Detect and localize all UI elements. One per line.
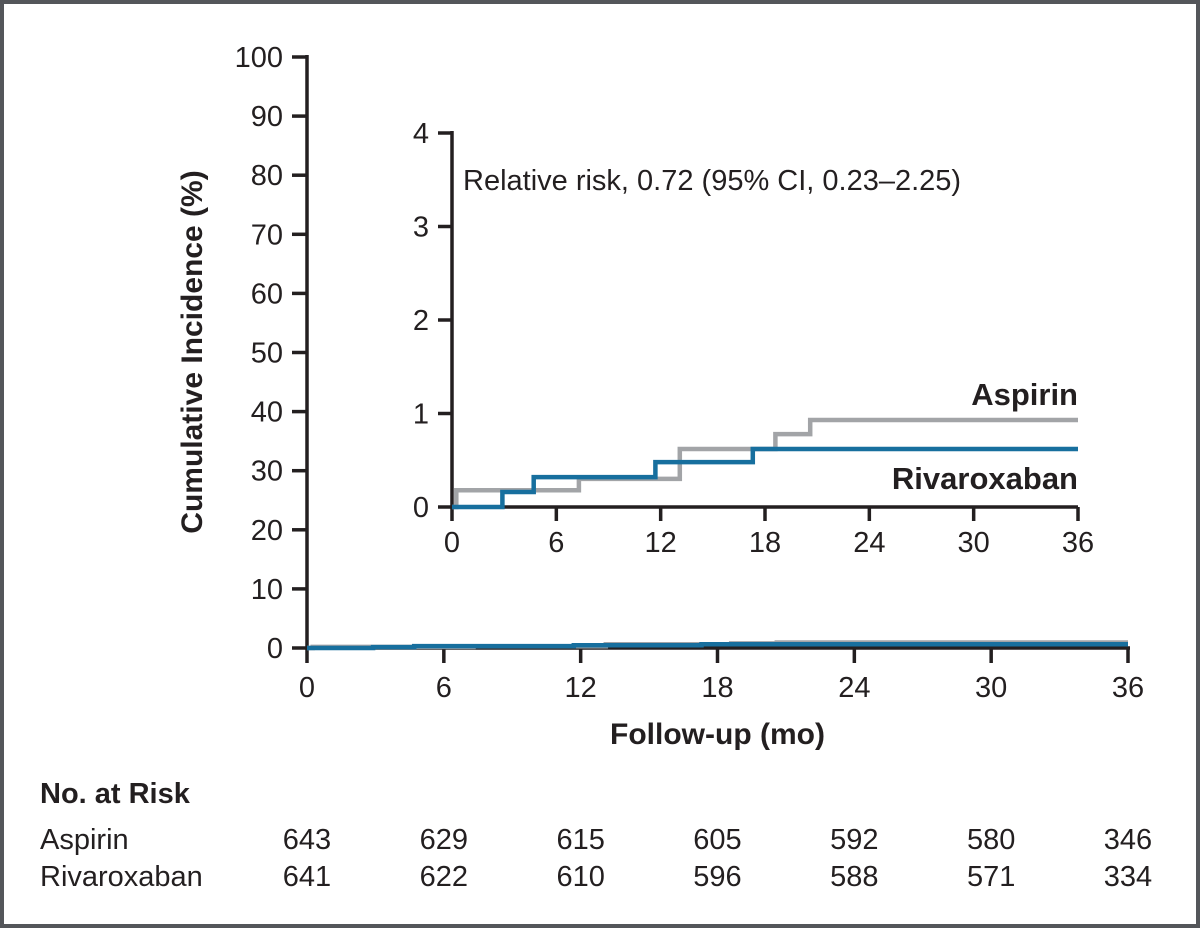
main-curves [307,640,1128,651]
risk-value-rivaroxaban-30: 571 [967,861,1015,893]
main-y-tick-label-40: 40 [251,397,283,429]
main-y-tick-label-80: 80 [251,160,283,192]
risk-value-rivaroxaban-0: 641 [283,861,331,893]
risk-table-title: No. at Risk [40,778,191,810]
risk-row-label-aspirin: Aspirin [40,824,129,856]
main-axis-lines [305,55,1130,650]
main-x-tick-label-36: 36 [1112,672,1144,704]
inset-x-tick-label-0: 0 [444,527,460,559]
risk-value-aspirin-6: 629 [420,824,468,856]
relative-risk-annotation: Relative risk, 0.72 (95% CI, 0.23–2.25) [463,165,961,197]
main-x-tick-label-6: 6 [436,672,452,704]
main-y-tick-label-90: 90 [251,101,283,133]
main-y-tick-label-10: 10 [251,574,283,606]
inset-y-tick-label-4: 4 [413,118,429,150]
inset-x-tick-label-6: 6 [548,527,564,559]
risk-value-aspirin-30: 580 [967,824,1015,856]
main-x-tick-label-12: 12 [565,672,597,704]
risk-value-rivaroxaban-6: 622 [420,861,468,893]
risk-value-aspirin-36: 346 [1104,824,1152,856]
inset-curves [452,417,1078,510]
main-x-tick-label-18: 18 [701,672,733,704]
inset-y-tick-label-0: 0 [413,492,429,524]
risk-row-label-rivaroxaban: Rivaroxaban [40,861,203,893]
main-x-ticks: 0 6 12 18 24 30 36 [299,648,1144,704]
main-y-tick-label-100: 100 [235,42,283,74]
risk-value-aspirin-12: 615 [556,824,604,856]
risk-value-rivaroxaban-36: 334 [1104,861,1152,893]
inset-x-ticks: 0 6 12 18 24 30 36 [444,507,1094,559]
main-x-axis-title: Follow-up (mo) [610,718,825,751]
risk-value-aspirin-24: 592 [830,824,878,856]
risk-value-rivaroxaban-24: 588 [830,861,878,893]
main-x-tick-label-0: 0 [299,672,315,704]
main-y-tick-label-20: 20 [251,515,283,547]
rivaroxaban-curve-inset [452,446,1078,510]
risk-value-rivaroxaban-12: 610 [556,861,604,893]
risk-value-rivaroxaban-18: 596 [693,861,741,893]
risk-table-values: 643 629 615 605 592 580 346 641 622 610 596 588 571 3… [283,824,1152,893]
inset-y-tick-label-2: 2 [413,305,429,337]
inset-y-ticks: 0 1 2 3 4 [413,118,452,524]
rivaroxaban-series-label: Rivaroxaban [892,461,1078,496]
inset-y-tick-label-3: 3 [413,212,429,244]
risk-value-aspirin-0: 643 [283,824,331,856]
inset-x-tick-label-18: 18 [749,527,781,559]
risk-value-aspirin-18: 605 [693,824,741,856]
main-y-tick-label-50: 50 [251,338,283,370]
main-x-tick-label-30: 30 [975,672,1007,704]
main-y-tick-label-30: 30 [251,456,283,488]
main-y-axis-title: Cumulative Incidence (%) [176,170,209,533]
inset-x-tick-label-30: 30 [958,527,990,559]
main-y-tick-label-70: 70 [251,219,283,251]
inset-y-tick-label-1: 1 [413,399,429,431]
rivaroxaban-curve-main [307,642,1128,651]
aspirin-series-label: Aspirin [971,377,1078,412]
main-x-tick-label-24: 24 [838,672,870,704]
inset-x-tick-label-36: 36 [1062,527,1094,559]
main-y-tick-label-60: 60 [251,278,283,310]
inset-x-tick-label-12: 12 [645,527,677,559]
inset-x-tick-label-24: 24 [853,527,885,559]
main-y-ticks: 0 10 20 30 40 50 60 70 80 90 100 [235,42,307,665]
risk-table: No. at Risk Aspirin Rivaroxaban 643 629 61… [40,778,1152,893]
main-y-tick-label-0: 0 [267,633,283,665]
